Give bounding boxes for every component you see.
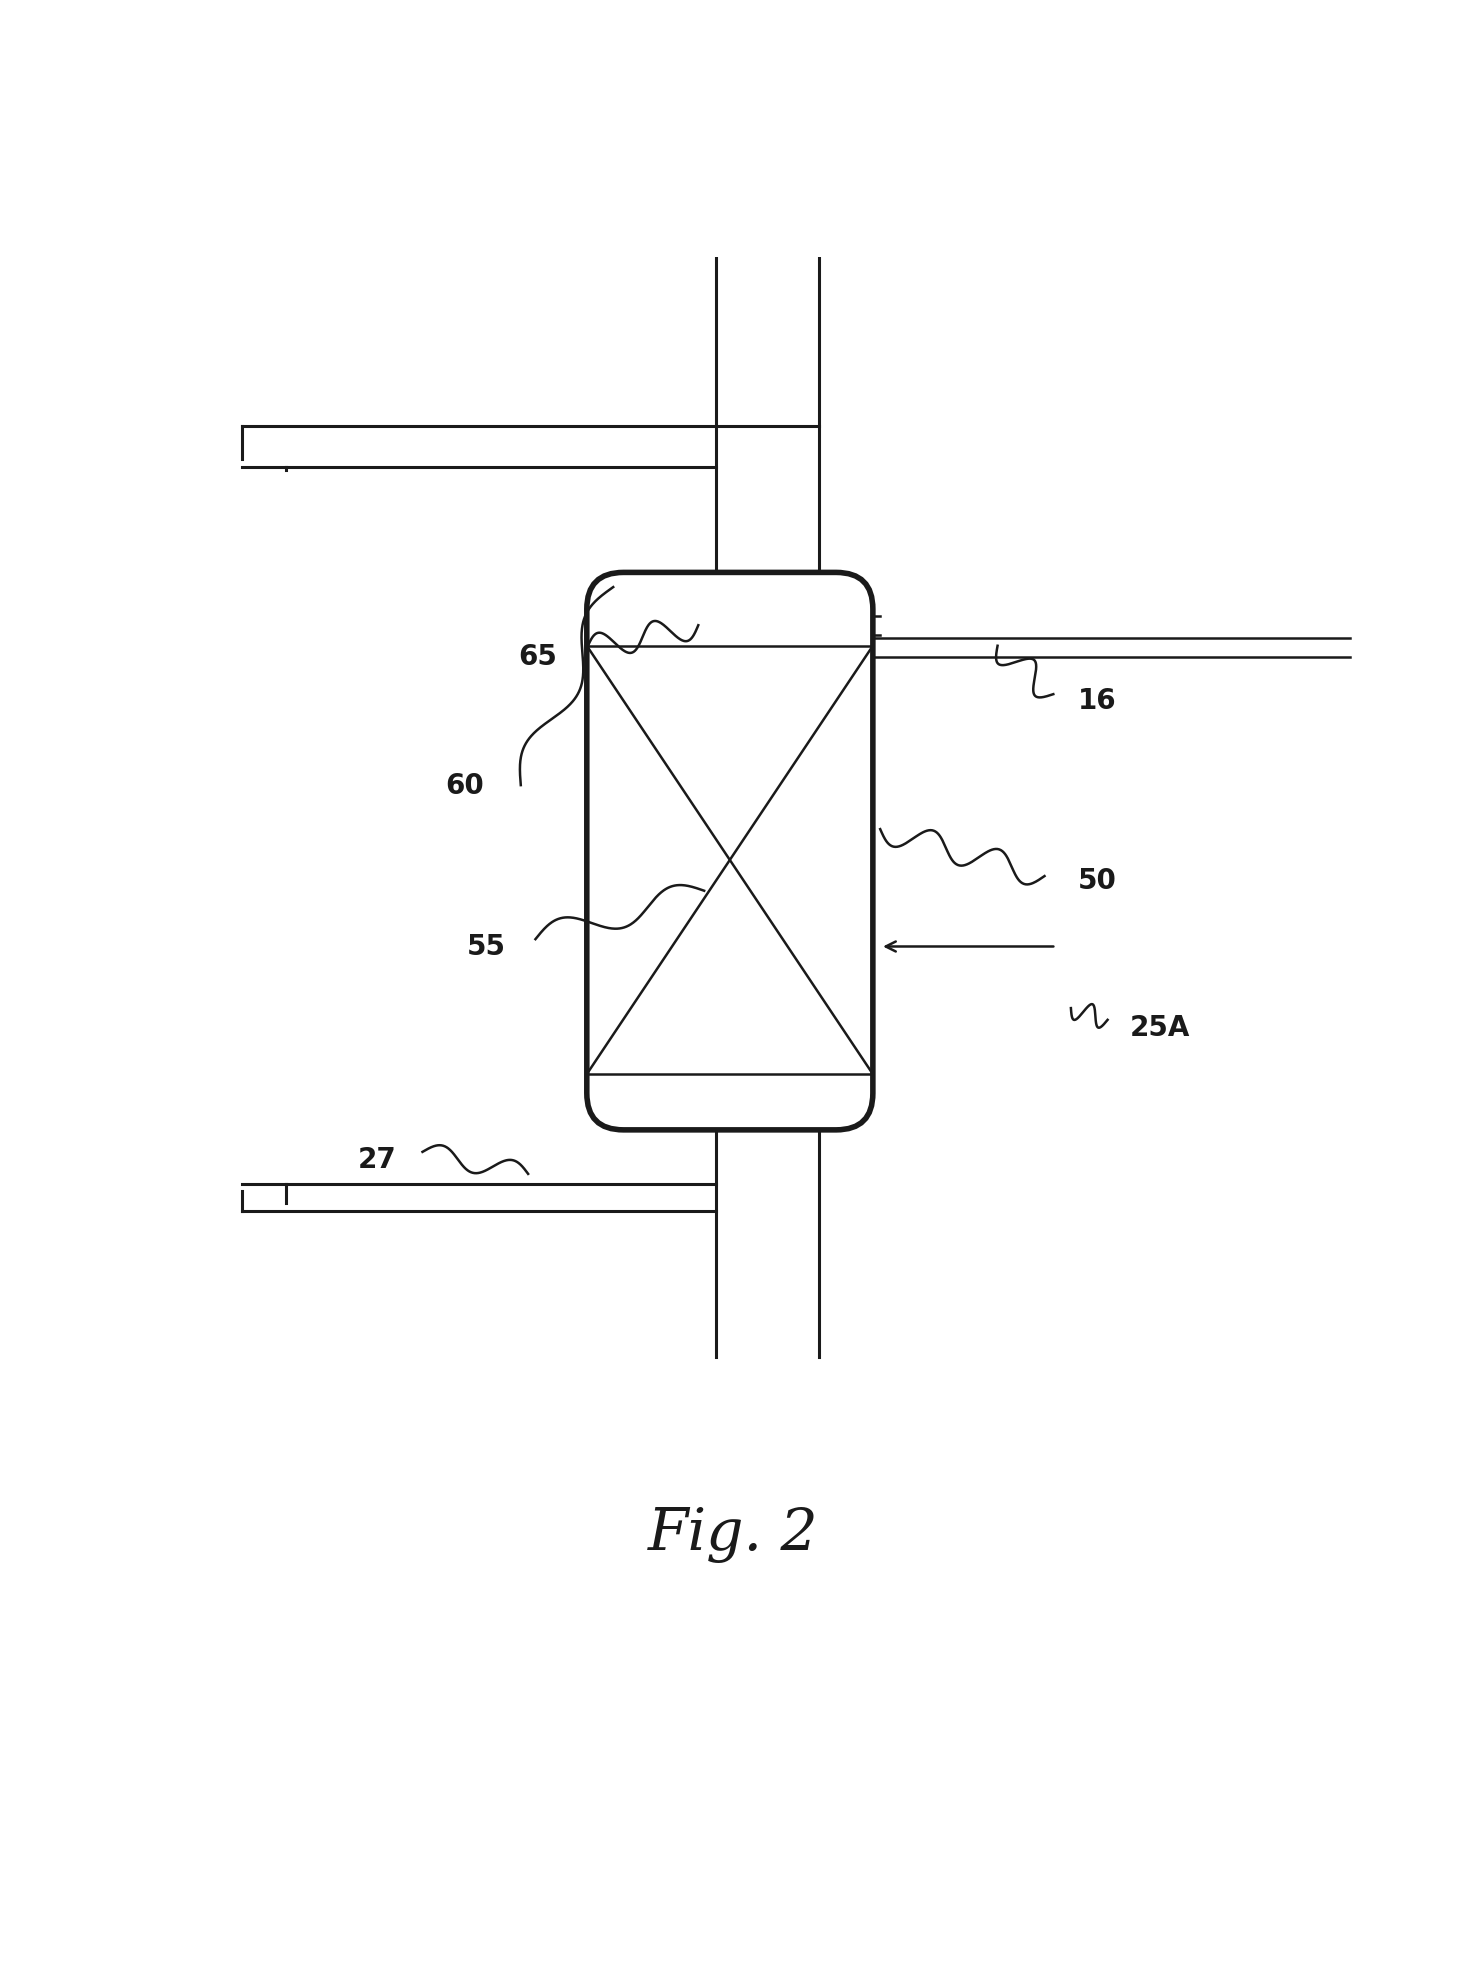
Text: Fig. 2: Fig. 2 bbox=[648, 1504, 819, 1562]
Text: 60: 60 bbox=[446, 771, 484, 799]
Text: 65: 65 bbox=[519, 642, 557, 670]
Text: 55: 55 bbox=[467, 934, 506, 961]
Text: 25A: 25A bbox=[1130, 1013, 1190, 1043]
Text: 27: 27 bbox=[358, 1146, 396, 1173]
Text: 50: 50 bbox=[1078, 866, 1116, 896]
Text: 16: 16 bbox=[1078, 686, 1116, 716]
FancyBboxPatch shape bbox=[587, 573, 873, 1130]
